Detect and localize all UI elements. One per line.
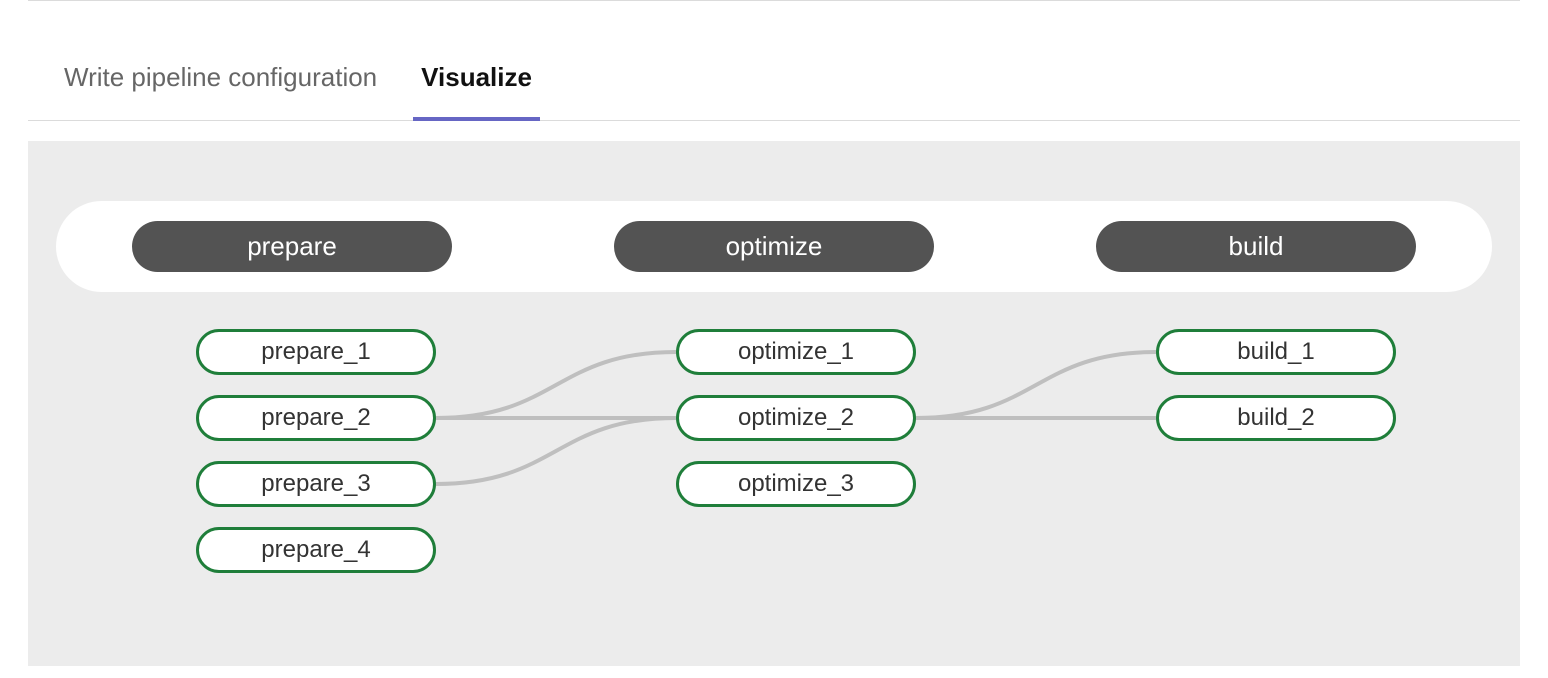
edge-prepare_2-to-optimize_1 — [436, 352, 676, 418]
job-prepare-1[interactable]: prepare_1 — [196, 329, 436, 375]
stage-header-bar: prepare optimize build — [56, 201, 1492, 292]
edge-optimize_2-to-build_1 — [916, 352, 1156, 418]
tab-bar: Write pipeline configuration Visualize — [28, 1, 1520, 121]
job-prepare-3[interactable]: prepare_3 — [196, 461, 436, 507]
edge-prepare_3-to-optimize_2 — [436, 418, 676, 484]
job-optimize-1[interactable]: optimize_1 — [676, 329, 916, 375]
job-build-1[interactable]: build_1 — [1156, 329, 1396, 375]
pipeline-graph: prepare_1 prepare_2 prepare_3 prepare_4 opti… — [56, 328, 1492, 588]
tab-visualize[interactable]: Visualize — [413, 34, 540, 121]
job-prepare-4[interactable]: prepare_4 — [196, 527, 436, 573]
job-prepare-2[interactable]: prepare_2 — [196, 395, 436, 441]
job-build-2[interactable]: build_2 — [1156, 395, 1396, 441]
job-optimize-3[interactable]: optimize_3 — [676, 461, 916, 507]
stage-pill-optimize: optimize — [614, 221, 934, 272]
stage-pill-prepare: prepare — [132, 221, 452, 272]
pipeline-visualization-canvas: prepare optimize build prepare_1prepare_… — [28, 141, 1520, 666]
tab-write-pipeline-configuration[interactable]: Write pipeline configuration — [56, 34, 385, 121]
job-optimize-2[interactable]: optimize_2 — [676, 395, 916, 441]
stage-pill-build: build — [1096, 221, 1416, 272]
